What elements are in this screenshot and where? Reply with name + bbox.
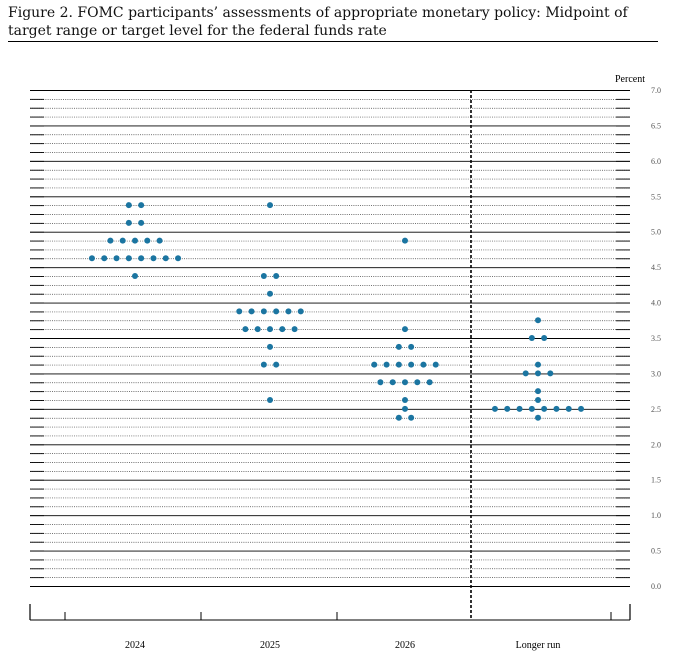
participant-dot [516,405,523,412]
title-rule [8,41,658,42]
participant-dot [113,255,120,262]
participant-dot [522,370,529,377]
x-category-label: 2024 [125,640,145,651]
y-tick-label: 4.0 [651,299,661,308]
participant-dot [260,361,267,368]
participant-dot [273,361,280,368]
participant-dot [273,308,280,315]
participant-dot [535,317,541,324]
participant-dot [267,326,273,333]
participant-dot [535,414,541,421]
participant-dot [156,237,163,244]
participant-dot [119,237,126,244]
participant-dot [371,361,378,368]
participant-dot [408,343,415,350]
participant-dot [528,405,535,412]
y-tick-label: 1.5 [651,476,661,485]
participant-dot [236,308,243,315]
participant-dot [279,326,286,333]
participant-dot [504,405,511,412]
y-tick-label: 3.0 [651,369,661,378]
participant-dot [248,308,255,315]
participant-dot [541,335,548,341]
participant-dot [260,273,267,279]
y-tick-label: 2.5 [651,405,661,414]
participant-dot [132,273,138,279]
participant-dot [267,202,273,209]
participant-dot [291,326,298,333]
participant-dot [541,405,548,412]
y-tick-label: 6.0 [651,157,661,166]
participant-dot [402,397,408,403]
participant-dot [273,273,280,279]
participant-dot [175,255,182,262]
participant-dot [242,326,249,333]
x-category-label: 2025 [260,640,280,651]
participant-dot [138,219,145,226]
participant-dot [432,361,439,368]
y-tick-label: 0.5 [651,547,661,556]
participant-dot [150,255,157,262]
participant-dot [402,326,408,333]
participant-dot [144,237,151,244]
participant-dot [553,405,560,412]
participant-dot [125,219,132,226]
y-tick-label: 1.0 [651,511,661,520]
participant-dot [267,397,273,403]
x-category-label: 2026 [395,640,415,651]
y-tick-label: 5.0 [651,228,661,237]
participant-dot [138,202,145,209]
participant-dot [254,326,261,333]
participant-dot [125,202,132,209]
y-tick-label: 7.0 [651,86,661,95]
participant-dot [132,237,138,244]
chart-title: Figure 2. FOMC participants’ assessments… [8,5,628,39]
y-tick-label: 6.5 [651,121,661,130]
participant-dot [578,405,585,412]
y-tick-label: 0.0 [651,582,661,591]
participant-dot [101,255,108,262]
participant-dot [408,414,415,421]
participant-dot [535,361,541,368]
participant-dot [395,343,402,350]
participant-dot [138,255,145,262]
participant-dot [420,361,427,368]
participant-dot [395,361,402,368]
participant-dot [402,405,408,412]
participant-dot [547,370,554,377]
participant-dot [285,308,292,315]
participant-dot [491,405,498,412]
participant-dot [426,379,433,386]
participant-dot [389,379,396,386]
participant-dot [267,343,273,350]
participant-dot [402,379,408,386]
participant-dot [260,308,267,315]
x-category-label: Longer run [516,640,561,651]
participant-dot [107,237,114,244]
participant-dot [535,397,541,403]
participant-dot [402,237,408,244]
y-axis-unit-label: Percent [615,74,645,85]
y-tick-label: 2.0 [651,440,661,449]
participant-dot [267,290,273,297]
y-tick-label: 4.5 [651,263,661,272]
participant-dot [395,414,402,421]
participant-dot [297,308,304,315]
participant-dot [88,255,95,262]
participant-dot [377,379,384,386]
participant-dot [535,370,541,377]
participant-dot [528,335,535,341]
y-tick-label: 5.5 [651,192,661,201]
participant-dot [535,388,541,395]
participant-dot [414,379,421,386]
participant-dot [162,255,169,262]
participant-dot [565,405,572,412]
participant-dot [383,361,390,368]
y-tick-label: 3.5 [651,334,661,343]
participant-dot [408,361,415,368]
participant-dot [125,255,132,262]
